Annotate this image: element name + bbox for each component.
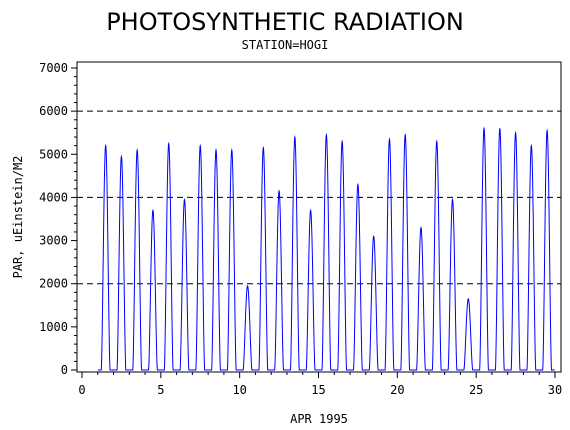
- y-tick-label: 2000: [39, 277, 68, 291]
- x-tick-label: 5: [157, 383, 164, 397]
- x-tick-label: 25: [469, 383, 483, 397]
- x-axis: 0 5 10 15 20 25 30: [78, 372, 562, 397]
- y-axis-label: PAR, uEinstein/M2: [11, 156, 25, 279]
- x-tick-label: 0: [78, 383, 85, 397]
- y-axis: 0 1000 2000 3000 4000 5000 6000 7000: [39, 61, 77, 377]
- y-tick-label: 6000: [39, 104, 68, 118]
- x-tick-label: 15: [311, 383, 325, 397]
- chart-title: PHOTOSYNTHETIC RADIATION: [106, 8, 464, 36]
- y-tick-label: 5000: [39, 147, 68, 161]
- y-tick-label: 3000: [39, 234, 68, 248]
- x-tick-label: 30: [548, 383, 562, 397]
- x-tick-label: 20: [390, 383, 404, 397]
- x-tick-label: 10: [232, 383, 246, 397]
- y-tick-label: 1000: [39, 320, 68, 334]
- reference-lines: [77, 110, 561, 285]
- chart-subtitle: STATION=HOGI: [242, 38, 329, 52]
- y-tick-label: 7000: [39, 61, 68, 75]
- par-series-line: [97, 126, 555, 371]
- y-tick-label: 0: [61, 363, 68, 377]
- x-axis-label: APR 1995: [290, 412, 348, 426]
- y-tick-label: 4000: [39, 190, 68, 204]
